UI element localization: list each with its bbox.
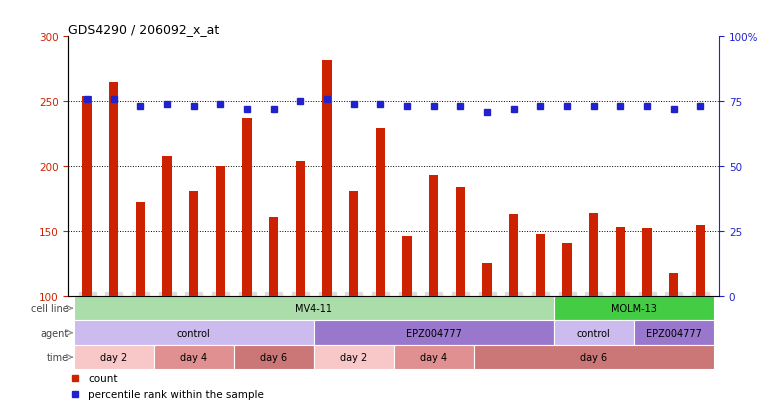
Text: GDS4290 / 206092_x_at: GDS4290 / 206092_x_at [68,23,220,36]
Text: control: control [577,328,610,338]
Bar [429,176,438,413]
Bar [554,296,714,320]
Bar [616,228,625,413]
Bar [456,188,465,413]
Bar [234,345,314,370]
Bar [634,320,714,345]
Bar [135,203,145,413]
Bar [536,234,545,413]
Bar [482,264,492,413]
Bar [189,191,199,413]
Bar [243,119,252,413]
Bar [403,237,412,413]
Text: day 6: day 6 [260,352,288,362]
Bar [109,83,119,413]
Bar [642,229,652,413]
Text: day 4: day 4 [420,352,447,362]
Bar [74,345,154,370]
Text: day 2: day 2 [100,352,127,362]
Bar [509,215,518,413]
Text: agent: agent [40,328,68,338]
Text: MOLM-13: MOLM-13 [611,304,657,313]
Text: day 4: day 4 [180,352,208,362]
Bar [376,129,385,413]
Text: day 2: day 2 [340,352,368,362]
Text: MV4-11: MV4-11 [295,304,333,313]
Bar [314,345,394,370]
Bar [669,273,679,413]
Bar [696,225,705,413]
Text: EPZ004777: EPZ004777 [646,328,702,338]
Text: count: count [88,373,117,383]
Text: time: time [46,352,68,362]
Bar [474,345,714,370]
Bar [163,157,172,413]
Bar [74,296,554,320]
Bar [349,191,358,413]
Text: EPZ004777: EPZ004777 [406,328,462,338]
Text: day 6: day 6 [580,352,607,362]
Bar [216,167,225,413]
Bar [554,320,634,345]
Bar [296,161,305,413]
Bar [323,60,332,413]
Bar [589,214,598,413]
Text: control: control [177,328,211,338]
Bar [562,243,572,413]
Bar [394,345,474,370]
Text: cell line: cell line [30,304,68,313]
Text: percentile rank within the sample: percentile rank within the sample [88,389,264,399]
Bar [314,320,554,345]
Bar [74,320,314,345]
Bar [269,217,279,413]
Bar [82,97,92,413]
Bar [154,345,234,370]
